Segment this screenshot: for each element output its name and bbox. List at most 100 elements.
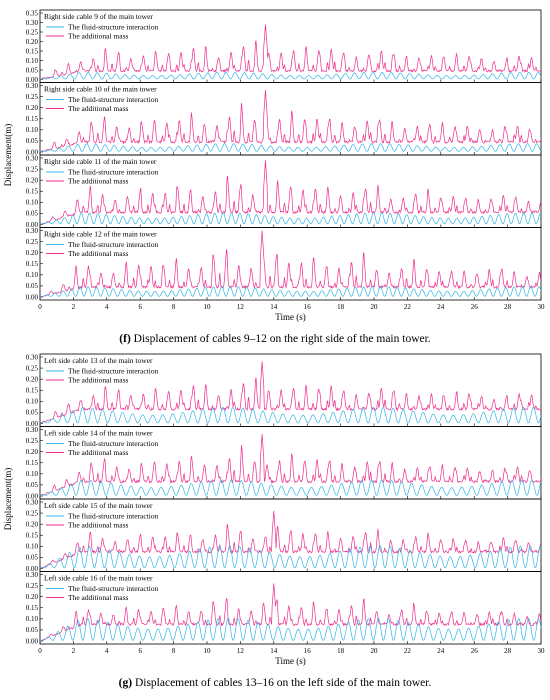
x-tick-label: 0 <box>38 647 42 655</box>
x-tick-label: 10 <box>204 647 212 655</box>
x-tick-label: 10 <box>204 303 212 311</box>
y-tick-label: 0.10 <box>26 398 39 406</box>
x-tick-label: 22 <box>404 647 412 655</box>
y-tick-label: 0.05 <box>26 66 39 74</box>
legend-label-fsi: The fluid-structure interaction <box>68 95 159 104</box>
series-fluid-structure <box>40 407 541 424</box>
x-tick-label: 6 <box>138 303 142 311</box>
legend-label-mass: The additional mass <box>68 448 128 457</box>
y-tick-label: 0.00 <box>26 420 39 428</box>
y-tick-label: 0.00 <box>26 492 39 500</box>
y-tick-label: 0.25 <box>26 509 39 517</box>
legend-label-fsi: The fluid-structure interaction <box>68 367 159 376</box>
y-tick-label: 0.15 <box>26 188 39 196</box>
y-tick-label: 0.00 <box>26 148 39 156</box>
x-tick-label: 0 <box>38 303 42 311</box>
x-tick-label: 4 <box>105 647 109 655</box>
panel-4: 0.00 0.05 0.10 0.15 0.20 0.25 0.30 Right side c… <box>26 227 542 301</box>
y-tick-label: 0.15 <box>26 47 39 55</box>
panel-title: Left side cable 13 of the main tower <box>44 356 153 365</box>
x-tick-label: 12 <box>237 647 245 655</box>
series-fluid-structure <box>40 286 541 297</box>
x-tick-label: 16 <box>304 303 312 311</box>
x-tick-label: 2 <box>72 303 76 311</box>
x-tick-label: 26 <box>471 647 479 655</box>
y-tick-label: 0.10 <box>26 615 39 623</box>
legend-label-fsi: The fluid-structure interaction <box>68 439 159 448</box>
y-axis-label: Displacement(m) <box>3 124 13 186</box>
panel-title: Left side cable 15 of the main tower <box>44 501 153 510</box>
x-tick-label: 8 <box>172 647 176 655</box>
y-tick-label: 0.20 <box>26 249 39 257</box>
series-fluid-structure <box>40 212 541 225</box>
series-additional-mass <box>40 510 541 569</box>
y-tick-label: 0.10 <box>26 57 39 65</box>
x-tick-label: 28 <box>504 647 512 655</box>
y-tick-label: 0.15 <box>26 459 39 467</box>
y-tick-label: 0.10 <box>26 126 39 134</box>
x-tick-label: 24 <box>437 303 445 311</box>
y-tick-label: 0.00 <box>26 637 39 645</box>
y-tick-label: 0.35 <box>26 9 39 17</box>
legend-label-fsi: The fluid-structure interaction <box>68 512 159 521</box>
figure-1: 0.000.050.100.150.200.250.300.35 Right si… <box>3 9 545 345</box>
panel-1: 0.00 0.05 0.10 0.15 0.20 0.25 0.30 Left side ca… <box>26 353 542 428</box>
figure-caption: (f) Displacement of cables 9–12 on the r… <box>119 333 431 345</box>
legend-label-fsi: The fluid-structure interaction <box>68 584 159 593</box>
panel-1: 0.00 0.050.10 0.150.20 0.250.30 0.35 Right si… <box>26 9 542 84</box>
y-tick-label: 0.10 <box>26 199 39 207</box>
y-tick-label: 0.30 <box>26 353 39 361</box>
y-tick-label: 0.10 <box>26 543 39 551</box>
y-tick-label: 0.05 <box>26 481 39 489</box>
series-additional-mass <box>40 433 541 497</box>
y-tick-label: 0.05 <box>26 137 39 145</box>
legend-label-mass: The additional mass <box>68 376 128 385</box>
x-tick-label: 18 <box>337 647 345 655</box>
y-tick-label: 0.00 <box>26 221 39 229</box>
y-tick-label: 0.20 <box>26 176 39 184</box>
y-tick-label: 0.00 <box>26 76 39 84</box>
legend-label-fsi: The fluid-structure interaction <box>68 240 159 249</box>
series-fluid-structure <box>40 71 541 80</box>
x-tick-label: 20 <box>371 303 379 311</box>
x-tick-label: 20 <box>371 647 379 655</box>
legend-label-mass: The additional mass <box>68 104 128 113</box>
legend-label-mass: The additional mass <box>68 249 128 258</box>
y-tick-label: 0.20 <box>26 448 39 456</box>
x-tick-label: 16 <box>304 647 312 655</box>
x-tick-label: 28 <box>504 303 512 311</box>
panel-title: Right side cable 10 of the main tower <box>44 85 157 94</box>
y-axis-label: Displacement(m) <box>3 468 13 530</box>
series-fluid-structure <box>40 617 541 641</box>
figure-2: 0.00 0.05 0.10 0.15 0.20 0.25 0.30 Left side ca… <box>3 353 545 689</box>
y-tick-label: 0.00 <box>26 565 39 573</box>
y-tick-label: 0.10 <box>26 470 39 478</box>
y-tick-label: 0.05 <box>26 626 39 634</box>
y-tick-label: 0.20 <box>26 593 39 601</box>
series-fluid-structure <box>40 545 541 569</box>
y-tick-label: 0.05 <box>26 409 39 417</box>
x-tick-label: 30 <box>538 303 546 311</box>
y-tick-label: 0.30 <box>26 154 39 162</box>
x-tick-label: 14 <box>270 647 278 655</box>
panel-title: Right side cable 11 of the main tower <box>44 157 157 166</box>
y-tick-label: 0.10 <box>26 271 39 279</box>
legend-label-fsi: The fluid-structure interaction <box>68 168 159 177</box>
y-tick-label: 0.00 <box>26 293 39 301</box>
y-tick-label: 0.25 <box>26 28 39 36</box>
x-axis-label: Time (s) <box>275 656 305 666</box>
series-additional-mass <box>40 361 541 424</box>
y-tick-label: 0.05 <box>26 554 39 562</box>
series-fluid-structure <box>40 143 541 152</box>
series-fluid-structure <box>40 479 541 496</box>
legend-label-mass: The additional mass <box>68 593 128 602</box>
x-tick-label: 2 <box>72 647 76 655</box>
y-tick-label: 0.30 <box>26 19 39 27</box>
x-tick-label: 30 <box>538 647 546 655</box>
y-tick-label: 0.30 <box>26 227 39 235</box>
x-tick-label: 26 <box>471 303 479 311</box>
x-tick-label: 22 <box>404 303 412 311</box>
legend-label-fsi: The fluid-structure interaction <box>68 23 159 32</box>
series-additional-mass <box>40 583 541 642</box>
